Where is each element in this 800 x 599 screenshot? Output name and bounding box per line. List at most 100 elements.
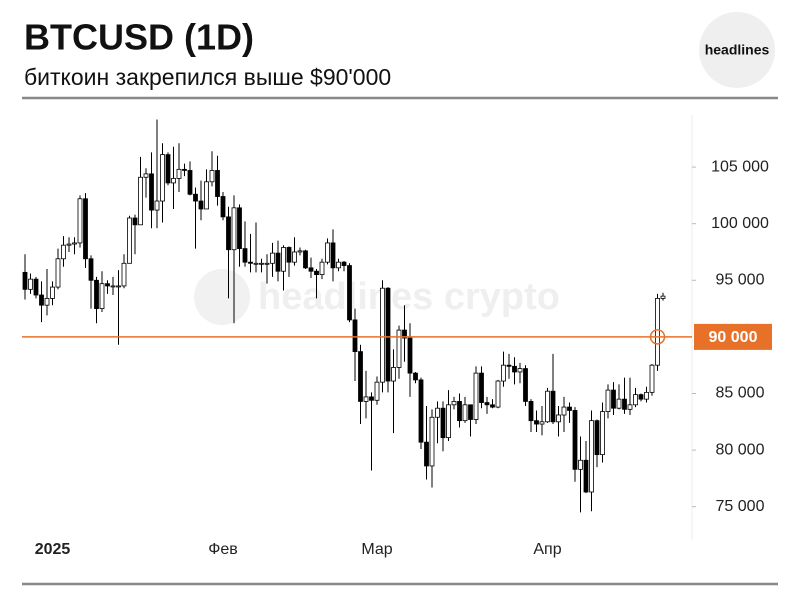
candle-body: [215, 170, 220, 197]
candle-body: [594, 420, 600, 456]
candle-body: [440, 407, 446, 439]
subtitle: биткоин закрепился выше $90'000: [24, 64, 391, 90]
candle-body: [264, 262, 270, 265]
candle-body: [413, 372, 418, 381]
candle-body: [127, 217, 132, 264]
candle-body: [572, 410, 578, 470]
candle-body: [358, 351, 363, 402]
candle-body: [363, 396, 369, 402]
candle-body: [160, 154, 165, 202]
logo: headlines: [705, 42, 770, 58]
candle-body: [99, 283, 105, 309]
x-tick-label: Апр: [533, 541, 561, 558]
candle-body: [204, 181, 209, 210]
candle-body: [176, 168, 182, 179]
candle-body: [638, 394, 644, 400]
title: BTCUSD (1D): [24, 17, 254, 58]
candle-body: [94, 279, 99, 309]
candle-body: [424, 441, 429, 467]
y-tick-label: 100 000: [711, 215, 769, 232]
candle-body: [286, 247, 292, 263]
candle-body: [55, 258, 61, 288]
candle-body: [627, 404, 633, 410]
candle-body: [655, 297, 660, 366]
candle-body: [407, 337, 413, 374]
candle-body: [28, 278, 33, 290]
candle-body: [479, 372, 484, 403]
candle-body: [649, 364, 655, 393]
price-label: 90 000: [709, 329, 758, 346]
candle-body: [633, 394, 638, 406]
candle-body: [182, 168, 187, 171]
candle-body: [242, 248, 248, 263]
candle-body: [451, 401, 457, 406]
candle-body: [622, 398, 627, 410]
candle-body: [583, 459, 589, 493]
watermark-icon: [194, 269, 250, 325]
candle-body: [534, 420, 539, 425]
candle-body: [473, 372, 479, 420]
candle-body: [110, 285, 116, 288]
candle-body: [50, 286, 55, 299]
candle-body: [550, 390, 556, 423]
candle-body: [61, 244, 66, 260]
candle-body: [446, 404, 451, 439]
candle-body: [605, 389, 611, 413]
candle-body: [22, 271, 28, 290]
price-marker: [649, 329, 666, 345]
candle-body: [523, 368, 528, 402]
candle-body: [138, 176, 143, 226]
candle-body: [105, 283, 110, 287]
candle-body: [308, 267, 314, 272]
candle-body: [77, 198, 83, 244]
candle-body: [83, 198, 88, 260]
candle-body: [248, 261, 253, 264]
y-tick-label: 75 000: [716, 498, 765, 515]
candle-body: [457, 401, 462, 422]
candle-body: [143, 173, 149, 178]
candle-body: [33, 278, 39, 296]
candle-body: [435, 407, 440, 418]
candle-body: [539, 421, 545, 425]
candle-body: [72, 242, 77, 245]
candle-body: [330, 242, 336, 269]
watermark: headlines crypto: [258, 276, 560, 318]
x-tick-label: Мар: [361, 541, 392, 558]
candle-body: [616, 398, 622, 409]
candle-body: [259, 262, 264, 265]
candle-body: [561, 406, 567, 416]
candle-body: [281, 247, 286, 272]
candle-body: [402, 329, 407, 339]
candle-body: [490, 404, 495, 408]
candle-body: [165, 154, 171, 184]
candle-body: [589, 420, 594, 493]
candle-body: [325, 242, 330, 263]
candle-body: [132, 217, 138, 226]
candle-body: [600, 411, 605, 456]
candle-body: [396, 329, 402, 368]
y-tick-label: 95 000: [716, 272, 765, 289]
candle-body: [336, 261, 341, 269]
y-tick-label: 80 000: [716, 441, 765, 458]
candle-body: [462, 404, 468, 422]
candle-body: [270, 252, 275, 264]
candle-body: [292, 251, 297, 263]
candle-body: [369, 396, 374, 401]
candle-body: [578, 459, 583, 470]
logo-circle: [699, 12, 775, 88]
candle-body: [193, 193, 198, 202]
candle-body: [347, 265, 352, 321]
candle-body: [303, 250, 308, 269]
y-tick-label: 105 000: [711, 158, 769, 175]
candle-body: [484, 402, 490, 406]
candle-body: [512, 365, 517, 373]
candle-body: [374, 381, 380, 401]
candle-body: [380, 287, 385, 383]
candle-body: [528, 401, 534, 422]
candle-body: [171, 177, 176, 184]
candle-body: [44, 297, 50, 306]
candle-body: [660, 295, 666, 299]
candle-body: [154, 200, 160, 211]
